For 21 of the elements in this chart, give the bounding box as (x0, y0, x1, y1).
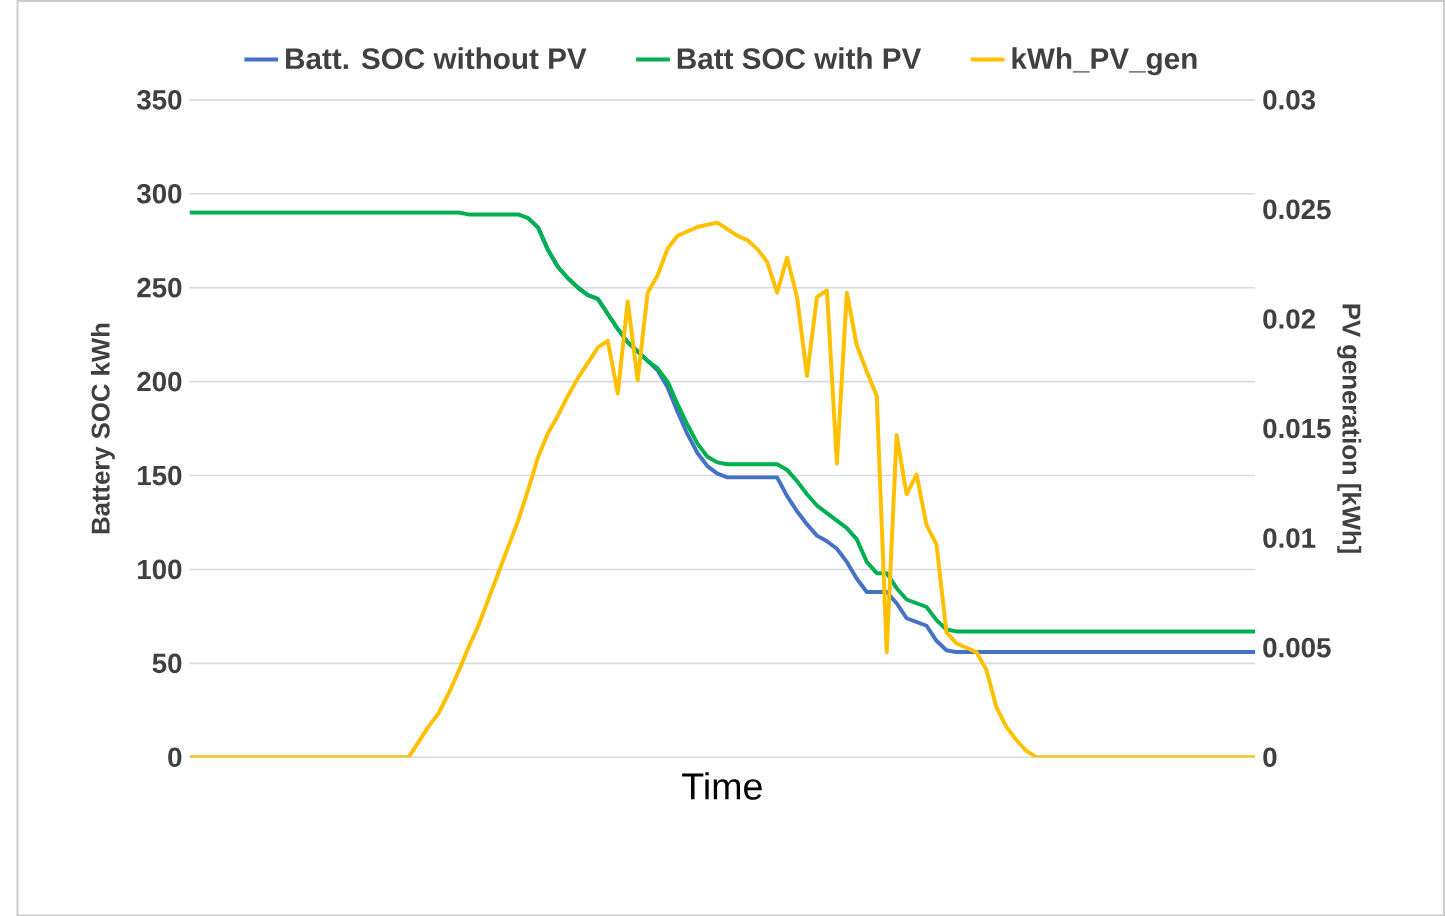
y2-tick-label: 0.03 (1263, 89, 1316, 110)
y2-axis-title: PV generation [kWh] (1337, 304, 1362, 553)
y-tick-label: 50 (152, 653, 182, 673)
y-tick-label: 350 (136, 89, 182, 110)
y2-tick-label: 0.015 (1263, 418, 1331, 439)
legend-label: kWh_PV_gen (1012, 47, 1197, 75)
y-tick-label: 100 (138, 559, 182, 580)
y-tick-label: 200 (137, 371, 182, 392)
y2-tick-label: 0.02 (1263, 308, 1315, 329)
y2-tick-label: 0 (1263, 747, 1277, 767)
x-axis-title: Time (682, 771, 762, 800)
legend-label: Batt. SOC without PV (286, 47, 587, 69)
y-tick-label: 150 (138, 465, 182, 486)
y-tick-label: 300 (136, 183, 182, 204)
y-tick-label: 0 (168, 747, 182, 767)
y-axis-title: Battery SOC kWh (90, 323, 115, 534)
y2-tick-label: 0.01 (1263, 528, 1316, 548)
y-tick-label: 250 (137, 277, 182, 298)
legend-label: Batt SOC with PV (677, 47, 922, 69)
y2-tick-label: 0.005 (1263, 637, 1331, 658)
y2-tick-label: 0.025 (1263, 199, 1331, 220)
